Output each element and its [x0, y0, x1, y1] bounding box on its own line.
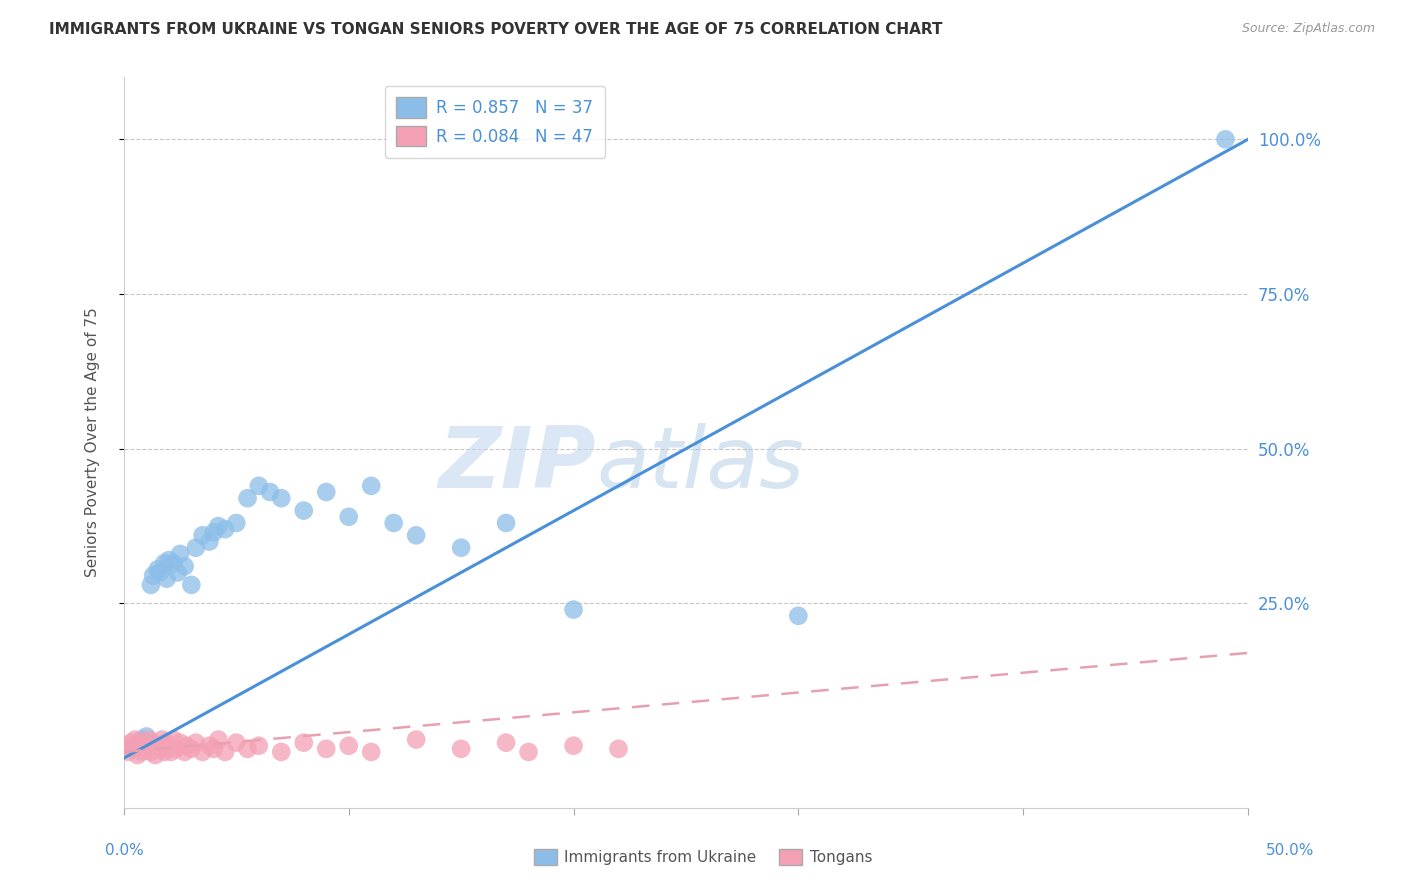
Point: [139, 745, 162, 759]
Text: Source: ZipAtlas.com: Source: ZipAtlas.com: [1241, 22, 1375, 36]
Point: [180, 741, 202, 756]
Point: [176, 739, 198, 753]
Point: [149, 741, 172, 756]
Point: [198, 739, 221, 753]
Point: [315, 741, 337, 756]
Point: [607, 741, 630, 756]
Point: [405, 732, 427, 747]
Point: [173, 745, 195, 759]
Point: [562, 739, 585, 753]
Point: [169, 547, 191, 561]
Point: [202, 525, 225, 540]
Point: [450, 741, 472, 756]
Point: [236, 741, 259, 756]
Point: [360, 745, 382, 759]
Point: [138, 732, 160, 747]
Point: [292, 503, 315, 517]
Point: [134, 739, 156, 753]
Point: [337, 739, 360, 753]
Point: [156, 736, 179, 750]
Point: [173, 559, 195, 574]
Text: IMMIGRANTS FROM UKRAINE VS TONGAN SENIORS POVERTY OVER THE AGE OF 75 CORRELATION: IMMIGRANTS FROM UKRAINE VS TONGAN SENIOR…: [49, 22, 942, 37]
Point: [127, 747, 149, 762]
Point: [117, 745, 139, 759]
Point: [191, 528, 214, 542]
Point: [122, 741, 145, 756]
Point: [214, 522, 236, 536]
Point: [131, 745, 153, 759]
Point: [495, 516, 517, 530]
Point: [270, 745, 292, 759]
Point: [128, 736, 150, 750]
Text: ZIP: ZIP: [439, 423, 596, 506]
Point: [360, 479, 382, 493]
Point: [146, 562, 169, 576]
Text: atlas: atlas: [596, 423, 804, 506]
Point: [382, 516, 405, 530]
Point: [337, 509, 360, 524]
Point: [405, 528, 427, 542]
Point: [146, 739, 169, 753]
Y-axis label: Seniors Poverty Over the Age of 75: Seniors Poverty Over the Age of 75: [86, 308, 100, 577]
Point: [207, 519, 229, 533]
Point: [198, 534, 221, 549]
Point: [214, 745, 236, 759]
Point: [135, 730, 157, 744]
Point: [169, 736, 191, 750]
Point: [165, 741, 187, 756]
Point: [562, 602, 585, 616]
Point: [135, 741, 157, 756]
Text: 0.0%: 0.0%: [105, 843, 145, 858]
Point: [162, 556, 184, 570]
Point: [142, 736, 165, 750]
Point: [270, 491, 292, 506]
Point: [292, 736, 315, 750]
Point: [315, 485, 337, 500]
Point: [131, 732, 153, 747]
Point: [495, 736, 517, 750]
Point: [202, 741, 225, 756]
Point: [153, 556, 176, 570]
Point: [157, 553, 180, 567]
Point: [787, 608, 810, 623]
Point: [139, 578, 162, 592]
Point: [124, 732, 146, 747]
Point: [225, 516, 247, 530]
Legend: Immigrants from Ukraine, Tongans: Immigrants from Ukraine, Tongans: [527, 843, 879, 871]
Point: [150, 732, 173, 747]
Point: [517, 745, 540, 759]
Point: [153, 745, 176, 759]
Point: [115, 739, 138, 753]
Point: [225, 736, 247, 750]
Point: [247, 739, 270, 753]
Point: [149, 566, 172, 580]
Point: [156, 572, 179, 586]
Point: [259, 485, 281, 500]
Legend: R = 0.857   N = 37, R = 0.084   N = 47: R = 0.857 N = 37, R = 0.084 N = 47: [385, 86, 605, 158]
Point: [450, 541, 472, 555]
Point: [247, 479, 270, 493]
Point: [160, 745, 183, 759]
Point: [180, 578, 202, 592]
Text: 50.0%: 50.0%: [1267, 843, 1315, 858]
Point: [142, 568, 165, 582]
Point: [191, 745, 214, 759]
Point: [167, 566, 190, 580]
Point: [162, 732, 184, 747]
Point: [207, 732, 229, 747]
Point: [124, 739, 146, 753]
Point: [184, 736, 207, 750]
Point: [236, 491, 259, 506]
Point: [184, 541, 207, 555]
Point: [157, 739, 180, 753]
Point: [145, 747, 167, 762]
Point: [120, 736, 142, 750]
Point: [1215, 132, 1237, 146]
